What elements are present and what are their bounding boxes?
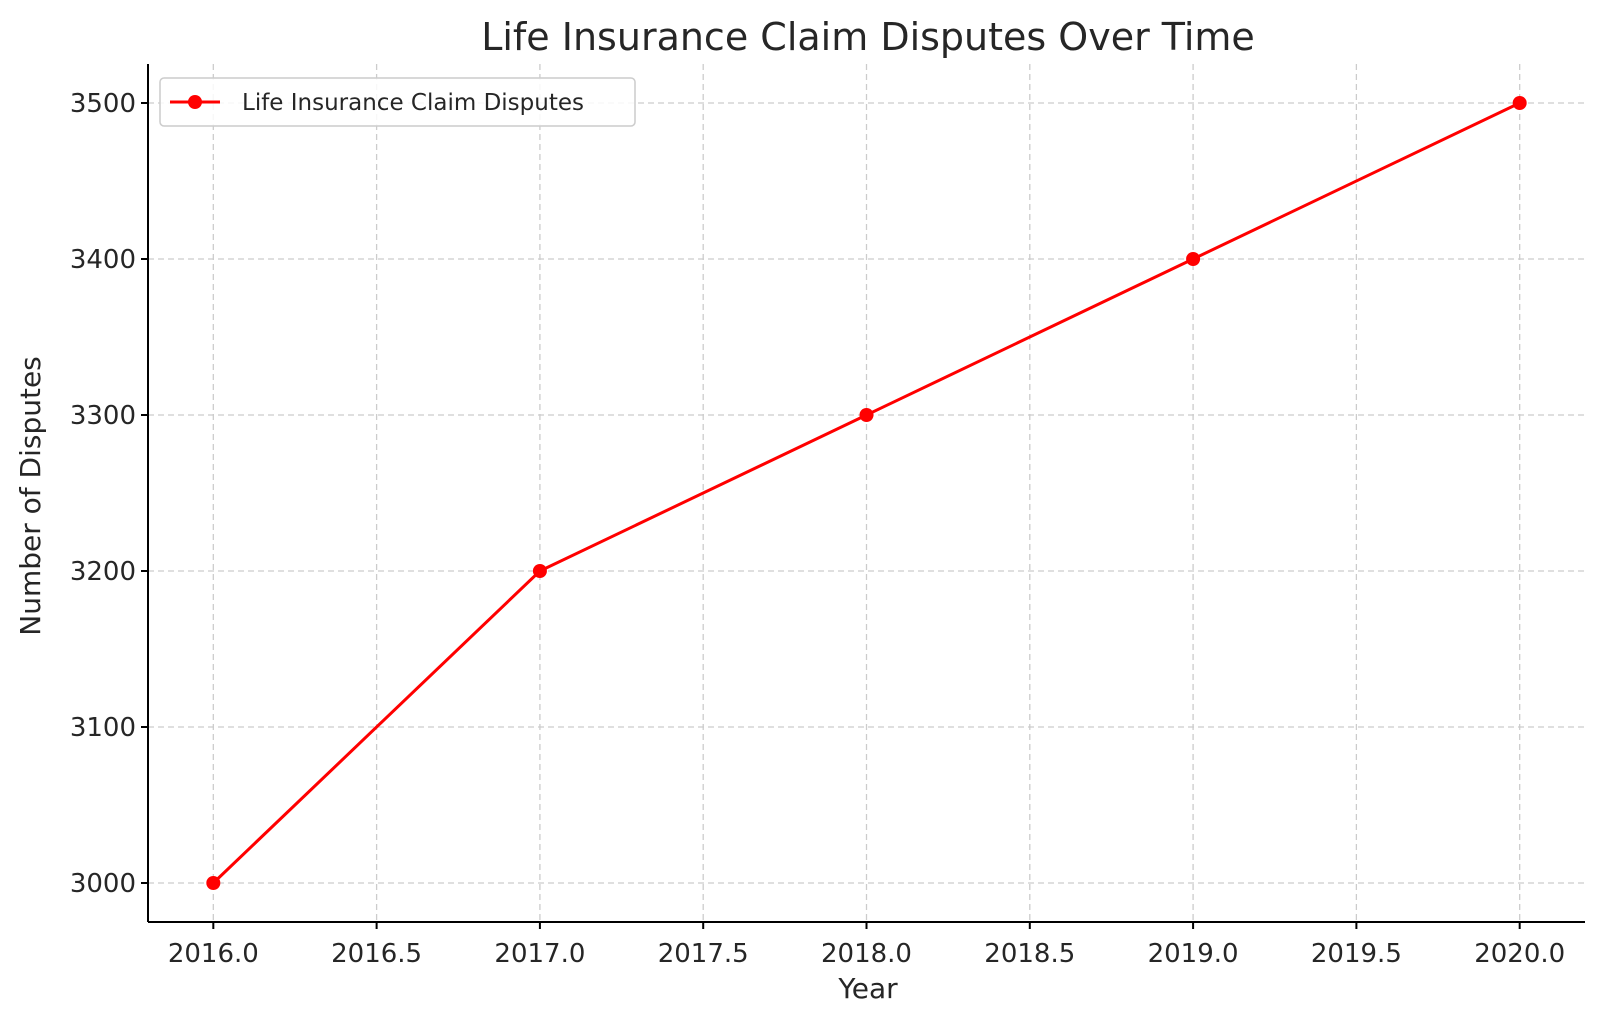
data-point	[1186, 252, 1201, 266]
y-tick-label: 3200	[70, 557, 136, 587]
data-point	[206, 876, 221, 890]
x-axis-label: Year	[837, 972, 898, 1005]
y-tick-label: 3000	[70, 869, 136, 899]
legend-label: Life Insurance Claim Disputes	[242, 90, 584, 116]
legend: Life Insurance Claim Disputes	[159, 77, 636, 127]
x-tick-label: 2020.0	[1474, 939, 1565, 969]
chart-title: Life Insurance Claim Disputes Over Time	[481, 15, 1255, 59]
y-tick-label: 3400	[70, 245, 136, 275]
y-tick-label: 3100	[70, 713, 136, 743]
data-point	[1512, 96, 1527, 110]
y-axis-label: Number of Disputes	[14, 356, 47, 636]
x-tick-label: 2018.5	[984, 939, 1075, 969]
x-tick-label: 2019.0	[1148, 939, 1239, 969]
x-tick-label: 2017.0	[494, 939, 585, 969]
x-tick-label: 2017.5	[658, 939, 749, 969]
grid	[148, 64, 1585, 922]
x-tick-label: 2018.0	[821, 939, 912, 969]
axes: 2016.0 2016.5 2017.0 2017.5 2018.0 2018.5 2019…	[70, 64, 1585, 969]
x-tick-label: 2019.5	[1311, 939, 1402, 969]
legend-box	[159, 77, 636, 127]
data-point	[859, 408, 874, 422]
legend-marker	[188, 95, 202, 109]
x-tick-label: 2016.0	[168, 939, 259, 969]
x-tick-label: 2016.5	[331, 939, 422, 969]
series-layer	[206, 96, 1527, 890]
y-tick-label: 3500	[70, 89, 136, 119]
y-tick-label: 3300	[70, 401, 136, 431]
data-point	[532, 564, 547, 578]
